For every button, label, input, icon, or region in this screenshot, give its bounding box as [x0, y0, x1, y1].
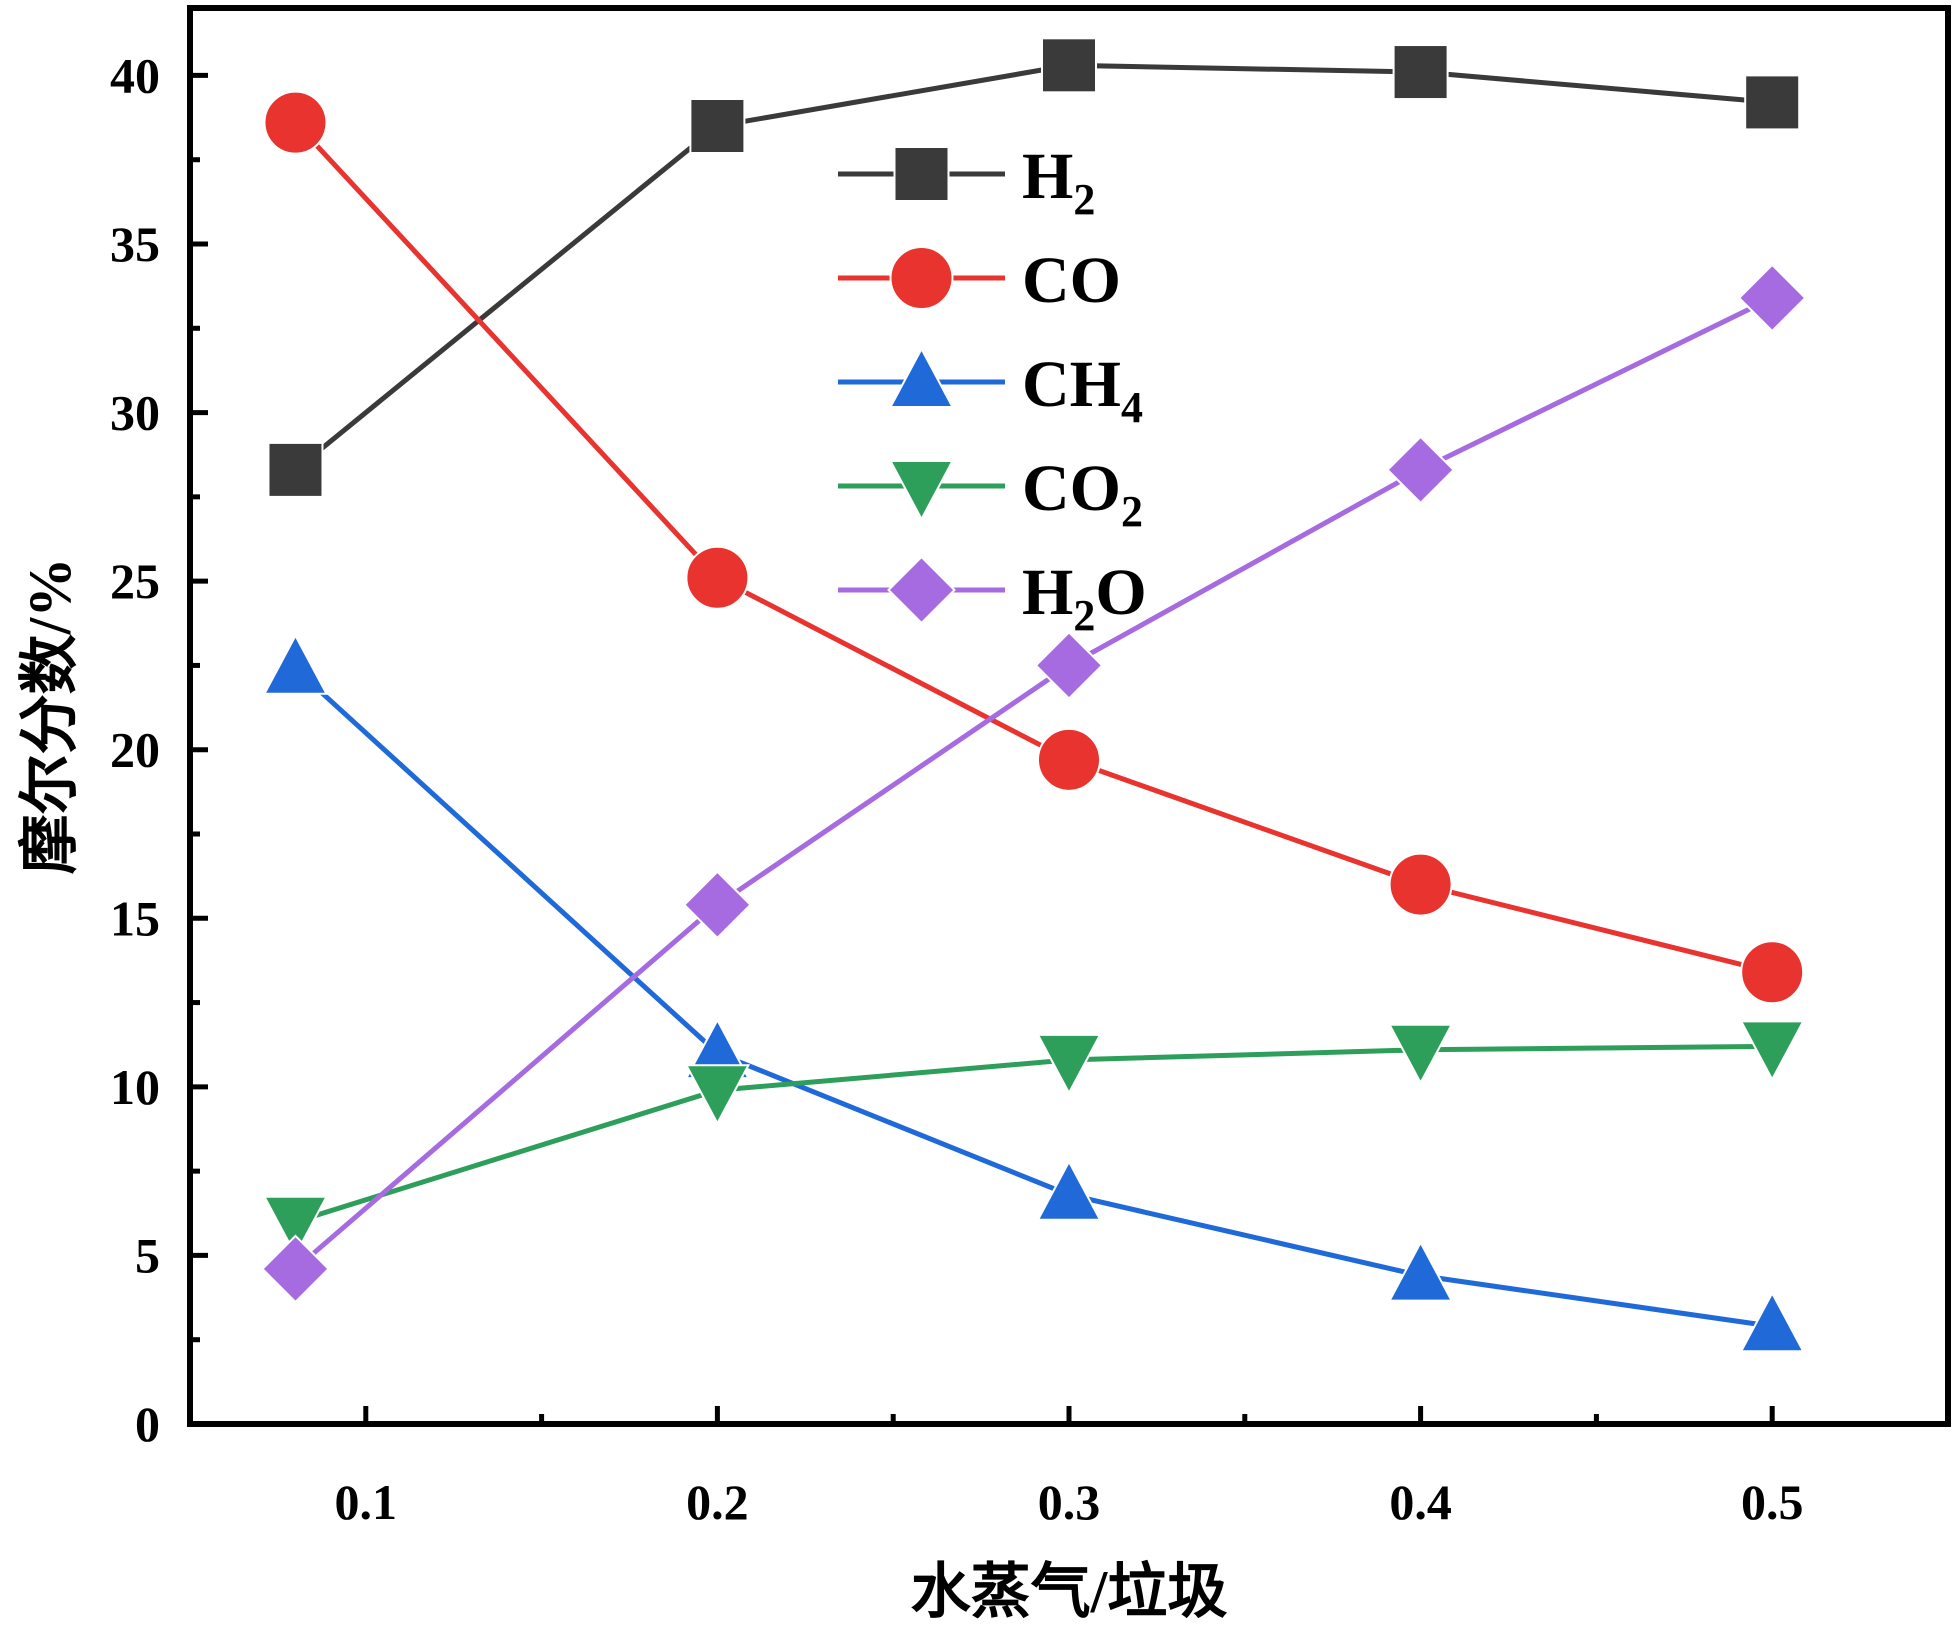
data-point	[1740, 940, 1805, 1005]
data-point	[262, 633, 329, 695]
y-axis: 0 5 10 15 20 25 30 35 40	[110, 47, 208, 1452]
data-point	[888, 460, 955, 522]
data-point	[1036, 1159, 1102, 1221]
y-tick-label: 30	[110, 385, 160, 441]
x-tick-label: 0.3	[1038, 1474, 1101, 1530]
legend-item-co2: CO2	[838, 452, 1143, 536]
series-line	[293, 295, 1774, 1271]
y-tick-label: 35	[110, 216, 160, 272]
legend-item-co: CO	[838, 244, 1121, 317]
series-line	[294, 1043, 1773, 1225]
y-axis-title: 摩尔分数/%	[17, 558, 83, 875]
y-tick-label: 0	[135, 1396, 160, 1452]
legend-label: CO2	[1022, 452, 1143, 536]
data-point	[267, 441, 324, 498]
legend-label: H2	[1022, 140, 1095, 224]
legend-label: CH4	[1022, 348, 1143, 432]
x-tick-label: 0.4	[1389, 1474, 1452, 1530]
legend: H2 CO CH4 CO2 H2O	[838, 140, 1147, 640]
data-point	[262, 1195, 329, 1257]
x-tick-label: 0.1	[335, 1474, 398, 1530]
data-point	[1737, 263, 1807, 333]
data-point	[1037, 727, 1101, 792]
legend-label: CO	[1022, 244, 1121, 317]
data-point	[1387, 1023, 1454, 1085]
legend-item-h2: H2	[838, 140, 1095, 224]
legend-item-h2o: H2O	[838, 555, 1147, 640]
data-point	[261, 1234, 330, 1304]
y-tick-label: 10	[110, 1059, 160, 1115]
data-point	[1041, 37, 1097, 94]
x-tick-label: 0.2	[686, 1474, 749, 1530]
data-point	[263, 90, 328, 155]
data-point	[689, 98, 746, 154]
data-point	[893, 146, 950, 202]
data-point	[1744, 74, 1801, 131]
data-point	[1034, 631, 1104, 700]
data-point	[1388, 852, 1453, 917]
data-point	[887, 555, 956, 625]
series-line	[293, 666, 1773, 1329]
y-tick-label: 5	[135, 1227, 160, 1283]
series-h2	[267, 37, 1801, 498]
data-point	[888, 346, 955, 408]
legend-item-ch4: CH4	[838, 346, 1143, 432]
series-co2	[262, 1020, 1805, 1257]
x-axis-title: 水蒸气/垃圾	[911, 1559, 1228, 1625]
data-point	[685, 545, 750, 610]
legend-label: H2O	[1022, 556, 1147, 640]
y-tick-label: 15	[110, 890, 160, 946]
data-point	[1387, 1240, 1454, 1302]
data-point	[889, 246, 954, 310]
series-co	[263, 90, 1805, 1005]
data-point	[684, 1064, 751, 1126]
y-tick-label: 20	[110, 722, 160, 778]
series-h2o	[261, 263, 1807, 1304]
y-tick-label: 25	[110, 553, 160, 609]
data-point	[1739, 1020, 1805, 1082]
x-tick-label: 0.5	[1741, 1474, 1804, 1530]
x-axis: 0.1 0.2 0.3 0.4 0.5	[335, 1406, 1804, 1530]
series-ch4	[262, 633, 1805, 1353]
data-point	[682, 870, 752, 940]
data-point	[1036, 1033, 1102, 1096]
data-point	[1739, 1291, 1805, 1353]
data-point	[1392, 44, 1449, 101]
data-point	[1386, 435, 1456, 505]
y-tick-label: 40	[110, 47, 160, 103]
series-layer	[261, 37, 1807, 1353]
